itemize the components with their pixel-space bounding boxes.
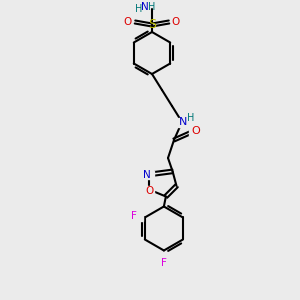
Bar <box>189 128 197 136</box>
Bar <box>160 253 167 260</box>
Text: S: S <box>148 19 156 32</box>
Text: N: N <box>141 2 149 12</box>
Bar <box>178 118 192 127</box>
Text: H: H <box>187 113 195 123</box>
Text: O: O <box>145 185 153 196</box>
Text: O: O <box>192 126 200 136</box>
Bar <box>144 170 154 178</box>
Text: F: F <box>161 259 167 269</box>
Text: N: N <box>143 169 151 179</box>
Text: O: O <box>124 17 132 27</box>
Text: O: O <box>172 17 180 27</box>
Text: H: H <box>148 2 156 12</box>
Bar <box>144 185 154 194</box>
Text: F: F <box>131 212 137 221</box>
Text: N: N <box>179 117 187 127</box>
Text: H: H <box>135 4 143 14</box>
Bar <box>136 214 143 221</box>
